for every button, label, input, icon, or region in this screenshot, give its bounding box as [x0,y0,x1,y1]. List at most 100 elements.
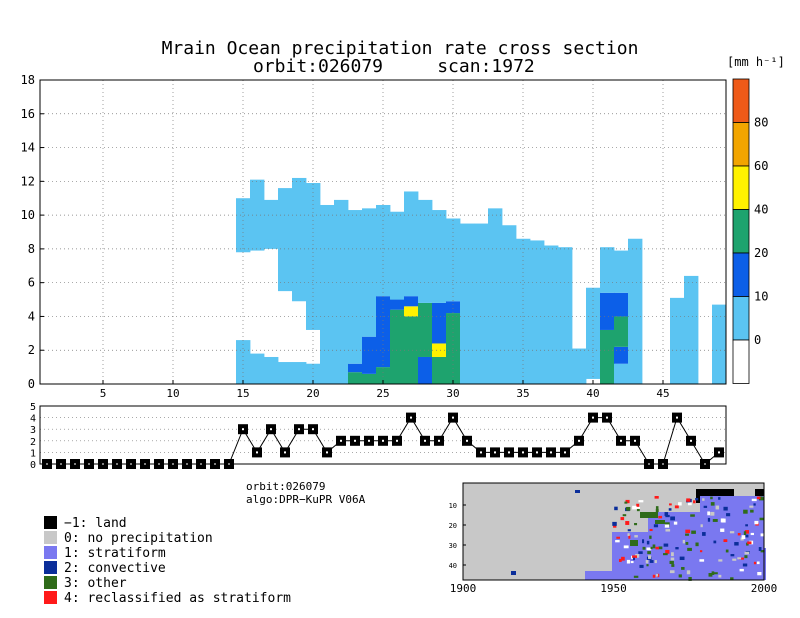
rain-bin [306,363,321,384]
map-speckle [760,550,765,553]
map-speckle [678,502,682,506]
rain-bin [712,304,727,384]
map-speckle [638,551,643,554]
type-marker-center [396,439,398,442]
map-speckle [647,551,651,555]
map-speckle [737,532,741,536]
map-speckle [662,504,666,507]
x-tick-label: 5 [100,387,107,400]
map-speckle [759,517,764,521]
map-speckle [652,544,656,549]
rain-bin [586,287,601,379]
rain-bin [362,336,377,374]
rain-bin [348,210,363,364]
map-x-label: 1950 [600,582,627,595]
map-speckle [712,519,718,522]
map-speckle [750,532,755,536]
map-speckle [681,566,685,570]
colorbar-segment [732,122,750,167]
map-speckle [665,549,670,554]
colorbar-tick-label: 20 [754,246,768,260]
rain-bin [600,329,615,384]
map-speckle [691,530,696,534]
map-speckle [615,540,620,543]
rain-bin [432,356,447,384]
map-speckle [687,502,692,506]
map-speckle [664,524,670,528]
type-marker-center [340,439,342,442]
map-speckle [688,577,692,581]
rain-bin [376,204,391,297]
x-tick-label: 20 [306,387,319,400]
type-y-label: 4 [30,414,36,425]
type-y-label: 2 [30,437,36,448]
map-speckle [702,498,705,501]
rain-bin [516,238,531,384]
type-marker-center [564,451,566,454]
rain-bin [292,362,307,384]
y-tick-label: 10 [21,208,35,222]
legend-swatch [44,591,57,604]
rain-bin [432,302,447,344]
y-tick-label: 6 [28,276,35,290]
legend-label: 3: other [64,576,127,591]
legend-swatch [44,546,57,559]
map-speckle [713,540,717,544]
map-speckle [626,559,631,564]
type-marker-center [690,439,692,442]
map-speckle [671,552,674,557]
map-speckle [747,541,752,545]
map-speckle [669,560,674,564]
legend-label: 0: no precipitation [64,531,213,546]
rain-bin [460,223,475,384]
rain-bin [376,296,391,368]
map-speckle [703,505,708,508]
map-speckle [711,571,715,575]
map-convective [511,571,516,575]
legend-label: 1: stratiform [64,546,166,561]
map-speckle [663,553,668,556]
map-speckle [626,506,631,511]
map-speckle [757,572,762,576]
map-speckle [753,503,756,506]
map-convective [575,490,580,493]
map-speckle [671,564,675,567]
map-speckle [634,535,638,538]
map-speckle [624,501,628,504]
map-speckle [674,505,679,509]
map-y-label: 20 [449,522,457,530]
rain-bin [348,363,363,373]
map-speckle [668,508,672,511]
map-speckle [723,506,728,511]
rain-bin [432,343,447,357]
map-speckle [633,575,639,578]
type-marker-center [368,439,370,442]
map-speckle [744,555,748,559]
map-speckle [682,539,685,544]
map-speckle [618,558,622,562]
map-speckle [745,524,748,527]
map-speckle [632,505,637,510]
type-marker-center [522,451,524,454]
map-stratiform [585,571,675,580]
map-speckle [646,540,650,545]
map-speckle [699,550,703,553]
precip-type-map: 10 20 30 40 1900 1950 2000 [449,482,777,595]
map-speckle [710,496,713,500]
type-marker-center [452,416,454,419]
rain-bin [418,356,433,384]
x-tick-label: 30 [446,387,459,400]
map-speckle [655,508,659,513]
cross-section-frame [39,79,727,385]
rain-bin [404,306,419,317]
rain-bin [558,247,573,384]
map-speckle [750,509,754,513]
colorbar-tick-label: 10 [754,290,768,304]
info-orbit: orbit:026079 [246,480,325,493]
type-marker-center [676,416,678,419]
x-tick-label: 25 [376,387,389,400]
map-speckle [720,528,725,532]
type-y-label: 5 [30,402,36,413]
type-marker-center [606,416,608,419]
map-speckle [669,503,672,506]
